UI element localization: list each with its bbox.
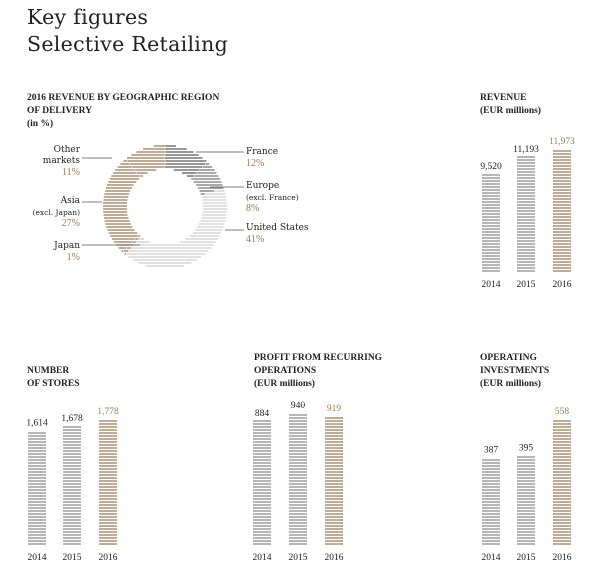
data-label: 884 bbox=[255, 409, 270, 419]
pie-label-other-markets: Other markets 11% bbox=[20, 145, 80, 178]
page-title-line-1: Key figures bbox=[27, 5, 149, 29]
tick-label: 2015 bbox=[517, 280, 536, 290]
pie-label-united-states: United States 41% bbox=[246, 223, 309, 245]
tick-label: 2016 bbox=[553, 553, 572, 563]
investments-chart-title: OPERATING INVESTMENTS (EUR millions) bbox=[480, 352, 549, 391]
pie-label-asia: Asia (excl. Japan) 27% bbox=[10, 196, 80, 229]
data-label: 1,614 bbox=[26, 419, 48, 429]
tick-label: 2014 bbox=[28, 553, 47, 563]
pie-chart-title: 2016 REVENUE BY GEOGRAPHIC REGION OF DEL… bbox=[27, 92, 219, 131]
bar bbox=[517, 156, 535, 272]
slice-name: Other markets bbox=[42, 145, 80, 166]
slice-percent: 8% bbox=[246, 203, 260, 214]
slice-name: France bbox=[246, 147, 279, 157]
slice-percent: 41% bbox=[246, 234, 265, 245]
bar bbox=[482, 174, 500, 272]
pie-title-line: 2016 REVENUE BY GEOGRAPHIC REGION bbox=[27, 93, 220, 103]
chart-title-line: PROFIT FROM RECURRING bbox=[254, 353, 383, 363]
tick-label: 2016 bbox=[99, 553, 118, 563]
bar bbox=[289, 414, 307, 545]
tick-label: 2016 bbox=[553, 280, 572, 290]
tick-label: 2014 bbox=[482, 280, 501, 290]
chart-title-line: (EUR millions) bbox=[480, 379, 541, 389]
bar bbox=[99, 420, 117, 545]
pie-slice bbox=[126, 190, 227, 267]
bar bbox=[325, 417, 343, 545]
page-title-line-2: Selective Retailing bbox=[27, 32, 229, 56]
chart-title-line: (EUR millions) bbox=[480, 106, 541, 116]
bar bbox=[553, 420, 571, 545]
pie-label-france: France 12% bbox=[246, 147, 278, 169]
investments-bar-chart: 387 2014 395 2015 558 2016 bbox=[482, 407, 572, 563]
chart-title-line: OPERATING bbox=[480, 353, 537, 363]
data-label: 9,520 bbox=[480, 162, 502, 172]
pie-label-japan: Japan 1% bbox=[20, 241, 80, 263]
pie-title-line: OF DELIVERY bbox=[27, 106, 93, 116]
data-label: 558 bbox=[555, 407, 570, 417]
bar bbox=[28, 432, 46, 545]
tick-label: 2016 bbox=[325, 553, 344, 563]
stores-chart-title: NUMBER OF STORES bbox=[27, 365, 80, 391]
slice-name: Japan bbox=[54, 241, 80, 251]
tick-label: 2014 bbox=[253, 553, 272, 563]
chart-title-line: OF STORES bbox=[27, 379, 80, 389]
chart-title-line: REVENUE bbox=[480, 93, 527, 103]
pie-slice bbox=[127, 145, 165, 177]
bar bbox=[253, 420, 271, 545]
profit-bar-chart: 884 2014 940 2015 919 2016 bbox=[253, 401, 344, 563]
stores-bar-chart: 1,614 2014 1,678 2015 1,778 2016 bbox=[26, 407, 119, 563]
slice-percent: 12% bbox=[246, 158, 265, 169]
page-title: Key figures Selective Retailing bbox=[27, 4, 228, 58]
pie-slice bbox=[103, 160, 140, 252]
chart-title-line: NUMBER bbox=[27, 366, 70, 376]
tick-label: 2015 bbox=[289, 553, 308, 563]
chart-title-line: (EUR millions) bbox=[254, 379, 315, 389]
data-label: 919 bbox=[327, 404, 342, 414]
data-label: 940 bbox=[291, 401, 306, 411]
data-label: 1,778 bbox=[97, 407, 119, 417]
bar bbox=[63, 426, 81, 545]
slice-subtitle: (excl. France) bbox=[246, 193, 299, 202]
pie-chart bbox=[82, 145, 244, 267]
chart-title-line: INVESTMENTS bbox=[480, 366, 550, 376]
bar bbox=[517, 456, 535, 545]
data-label: 1,678 bbox=[61, 414, 83, 424]
slice-name: Asia bbox=[60, 196, 80, 206]
tick-label: 2015 bbox=[517, 553, 536, 563]
pie-slice bbox=[191, 163, 224, 195]
profit-chart-title: PROFIT FROM RECURRING OPERATIONS (EUR mi… bbox=[254, 352, 382, 391]
data-label: 11,973 bbox=[549, 137, 575, 147]
bar bbox=[482, 459, 500, 545]
revenue-chart-title: REVENUE (EUR millions) bbox=[480, 92, 541, 118]
slice-percent: 11% bbox=[62, 167, 80, 178]
slice-name: Europe bbox=[246, 181, 280, 191]
pie-label-europe: Europe (excl. France) 8% bbox=[246, 181, 299, 214]
revenue-bar-chart: 9,520 2014 11,193 2015 11,973 2016 bbox=[480, 137, 575, 290]
tick-label: 2014 bbox=[482, 553, 501, 563]
slice-percent: 1% bbox=[66, 252, 80, 263]
pie-title-line: (in %) bbox=[27, 119, 54, 129]
chart-title-line: OPERATIONS bbox=[254, 366, 317, 376]
data-label: 11,193 bbox=[513, 145, 539, 155]
data-label: 395 bbox=[519, 444, 534, 454]
bar bbox=[553, 150, 571, 272]
slice-name: United States bbox=[246, 223, 309, 233]
slice-subtitle: (excl. Japan) bbox=[32, 208, 80, 217]
tick-label: 2015 bbox=[63, 553, 82, 563]
data-label: 387 bbox=[484, 445, 499, 455]
slice-percent: 27% bbox=[61, 218, 80, 229]
pie-slice bbox=[165, 145, 207, 180]
